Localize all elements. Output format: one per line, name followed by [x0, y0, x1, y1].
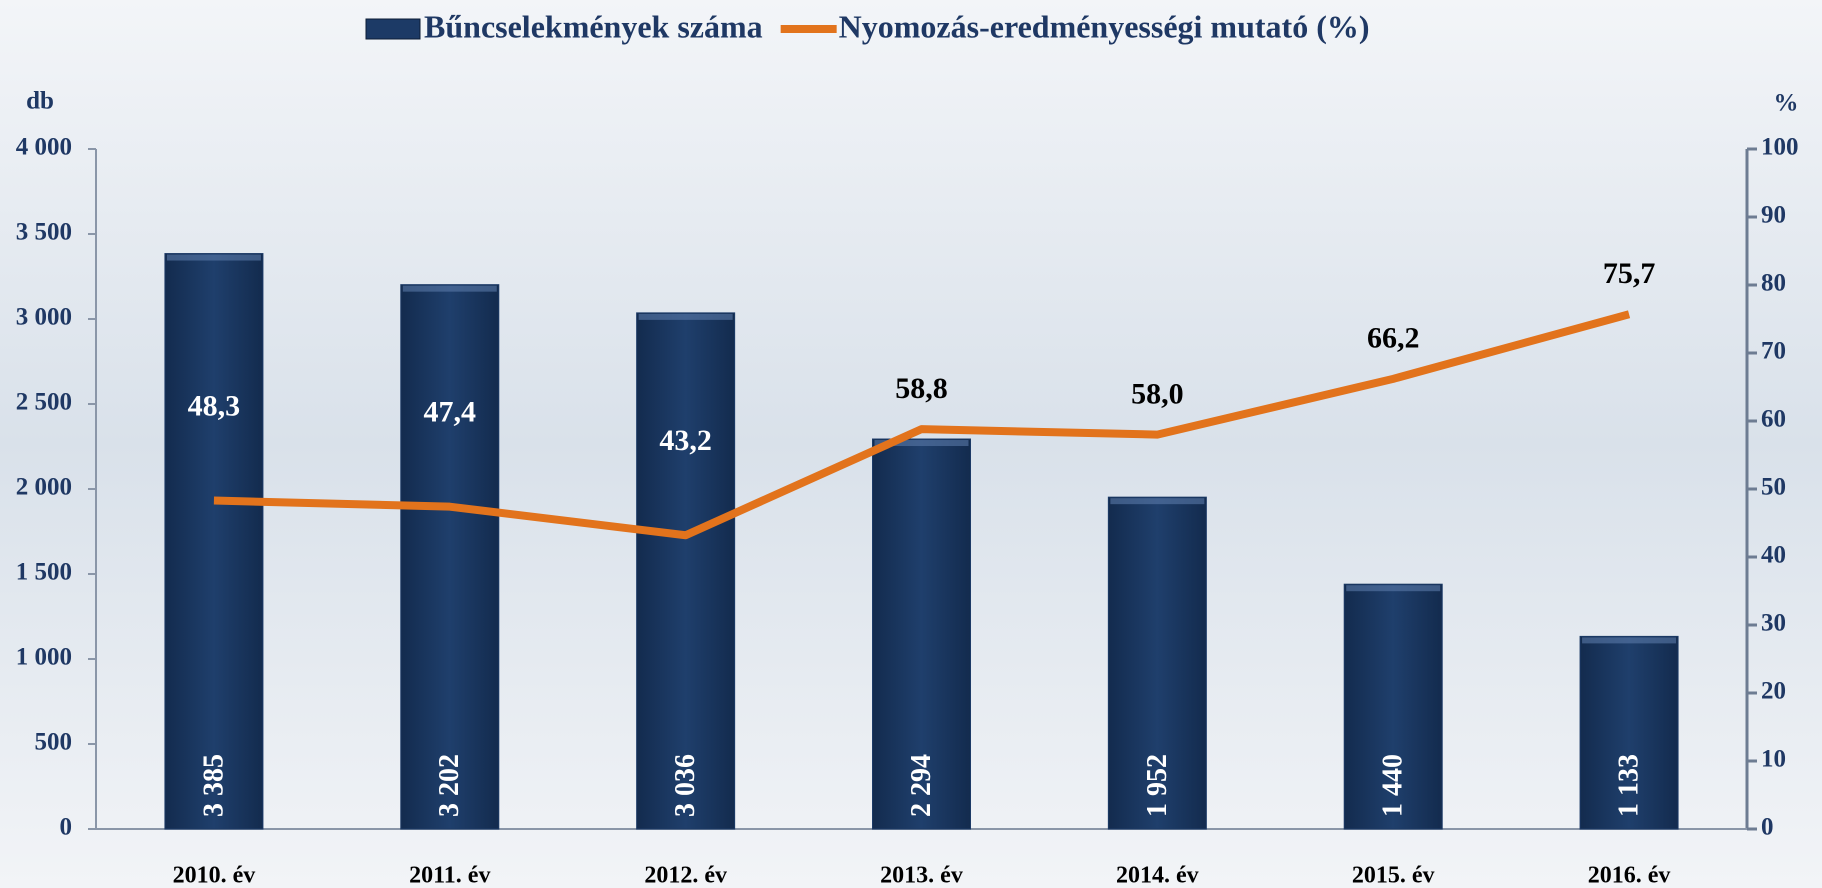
x-tick-label: 2010. év [173, 863, 256, 888]
bar-highlight [166, 254, 261, 261]
y-tick-label: 2 000 [16, 474, 72, 501]
bar [1579, 635, 1679, 830]
line [213, 310, 1631, 540]
y2-tick-label: 10 [1761, 746, 1786, 773]
y-tick-label: 1 000 [16, 644, 72, 671]
bar-value-label: 1 133 [1613, 754, 1644, 817]
y2-tick-label: 60 [1761, 406, 1786, 433]
bar-value-label: 3 385 [198, 754, 229, 817]
y-tick-label: 2 500 [16, 389, 72, 416]
line-value-label: 43,2 [659, 424, 712, 457]
x-tick-label: 2014. év [1116, 863, 1199, 888]
y2-tick-label: 90 [1761, 202, 1786, 229]
bar-value-label: 1 440 [1378, 754, 1409, 817]
legend-label: Bűncselekmények száma [424, 8, 763, 44]
legend-swatch [365, 18, 421, 40]
bar [636, 312, 736, 830]
line-value-label: 58,8 [895, 372, 948, 405]
line-value-label: 66,2 [1367, 322, 1420, 355]
y2-tick-label: 20 [1761, 678, 1786, 705]
y2-tick-label: 70 [1761, 338, 1786, 365]
bar [872, 438, 971, 830]
y-tick-label: 3 500 [16, 219, 72, 246]
y2-axis-label: % [1774, 90, 1799, 117]
line-value-label: 58,0 [1131, 377, 1184, 410]
y2-tick-label: 50 [1761, 474, 1786, 501]
y2-tick-label: 30 [1761, 610, 1786, 637]
bar-highlight [638, 313, 733, 320]
y2-tick-label: 40 [1761, 542, 1786, 569]
y2-tick-label: 80 [1761, 270, 1786, 297]
y-tick-label: 1 500 [16, 559, 72, 586]
bar-highlight [1110, 498, 1205, 505]
line-value-label: 48,3 [188, 389, 241, 422]
bar-highlight [1346, 585, 1441, 592]
bar-highlight [1582, 637, 1677, 644]
line-value-label: 47,4 [424, 396, 477, 429]
y-tick-label: 500 [35, 729, 73, 756]
bar-value-label: 3 202 [434, 754, 465, 817]
line-value-label: 75,7 [1603, 257, 1656, 290]
bar [1343, 583, 1443, 830]
x-tick-label: 2016. év [1588, 863, 1671, 888]
y-axis-label: db [26, 88, 54, 115]
bar [164, 253, 264, 830]
y-tick-label: 3 000 [16, 304, 72, 331]
x-tick-label: 2015. év [1352, 863, 1435, 888]
bar-highlight [402, 285, 497, 292]
y2-tick-label: 0 [1761, 814, 1774, 841]
bar-value-label: 1 952 [1142, 754, 1173, 817]
bar-value-label: 2 294 [906, 754, 937, 817]
x-tick-label: 2011. év [409, 863, 490, 888]
y-tick-label: 0 [60, 814, 73, 841]
bar-value-label: 3 036 [670, 754, 701, 817]
y2-tick-label: 100 [1761, 134, 1799, 161]
bar-highlight [874, 440, 969, 447]
legend-label: Nyomozás-eredményességi mutató (%) [839, 8, 1370, 44]
y-tick-label: 4 000 [16, 134, 72, 161]
x-tick-label: 2013. év [880, 863, 963, 888]
x-tick-label: 2012. év [644, 863, 727, 888]
bar [400, 284, 500, 830]
bar [1107, 496, 1207, 830]
